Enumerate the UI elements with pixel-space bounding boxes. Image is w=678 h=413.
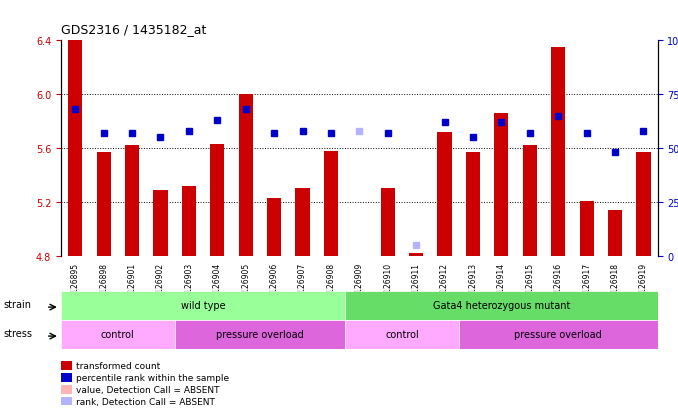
Bar bbox=[494, 114, 508, 256]
Bar bbox=[210, 145, 224, 256]
Bar bbox=[380, 189, 395, 256]
Bar bbox=[61, 361, 72, 370]
Bar bbox=[61, 385, 72, 394]
FancyBboxPatch shape bbox=[61, 320, 175, 349]
Bar bbox=[61, 373, 72, 382]
Text: value, Detection Call = ABSENT: value, Detection Call = ABSENT bbox=[76, 385, 220, 394]
Bar bbox=[437, 133, 452, 256]
Text: GDS2316 / 1435182_at: GDS2316 / 1435182_at bbox=[61, 23, 206, 36]
Bar bbox=[324, 151, 338, 256]
Text: pressure overload: pressure overload bbox=[515, 330, 602, 339]
Bar bbox=[182, 186, 196, 256]
Text: pressure overload: pressure overload bbox=[216, 330, 304, 339]
FancyBboxPatch shape bbox=[175, 320, 345, 349]
Bar bbox=[153, 190, 167, 256]
Text: strain: strain bbox=[3, 299, 31, 309]
Text: control: control bbox=[385, 330, 419, 339]
Bar bbox=[267, 198, 281, 256]
Bar bbox=[68, 21, 82, 256]
Bar bbox=[125, 146, 139, 256]
Bar bbox=[637, 153, 651, 256]
FancyBboxPatch shape bbox=[345, 320, 459, 349]
Bar bbox=[409, 253, 423, 256]
Bar bbox=[523, 146, 537, 256]
Bar bbox=[61, 397, 72, 406]
Text: transformed count: transformed count bbox=[76, 361, 160, 370]
Bar bbox=[608, 210, 622, 256]
Text: control: control bbox=[101, 330, 135, 339]
Bar bbox=[551, 48, 565, 256]
Text: percentile rank within the sample: percentile rank within the sample bbox=[76, 373, 229, 382]
Bar bbox=[296, 189, 310, 256]
Text: rank, Detection Call = ABSENT: rank, Detection Call = ABSENT bbox=[76, 397, 215, 406]
FancyBboxPatch shape bbox=[61, 291, 345, 320]
Bar bbox=[96, 153, 111, 256]
Text: Gata4 heterozygous mutant: Gata4 heterozygous mutant bbox=[433, 301, 570, 311]
Text: wild type: wild type bbox=[181, 301, 225, 311]
Bar bbox=[466, 153, 480, 256]
FancyBboxPatch shape bbox=[459, 320, 658, 349]
Bar bbox=[580, 201, 594, 256]
FancyBboxPatch shape bbox=[345, 291, 658, 320]
Text: stress: stress bbox=[3, 328, 32, 338]
Bar bbox=[239, 95, 253, 256]
